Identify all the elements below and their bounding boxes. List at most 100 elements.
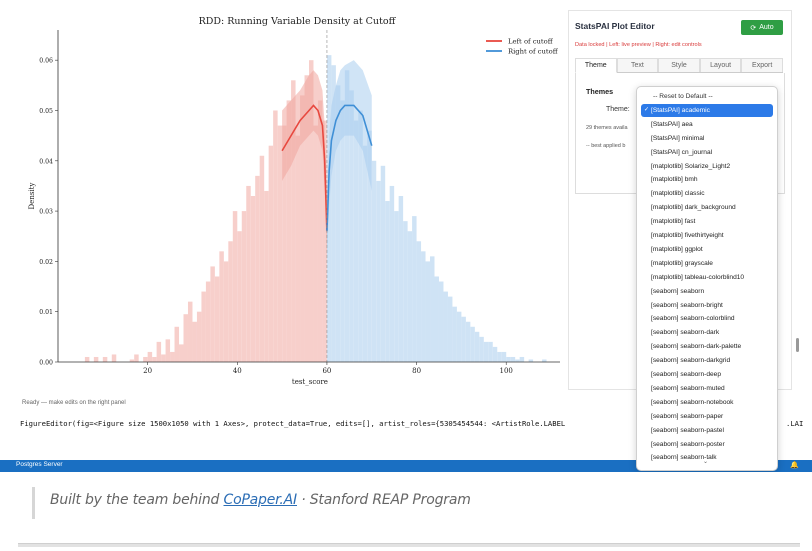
hist-bar-right [412,216,416,362]
theme-option-label: [seaborn] seaborn-poster [651,441,725,448]
theme-option-label: [seaborn] seaborn-talk [651,454,717,461]
theme-option[interactable]: [seaborn] seaborn-muted [641,382,773,395]
theme-option[interactable]: ✓ [StatsPAI] academic [641,104,773,117]
theme-option-label: [seaborn] seaborn-muted [651,385,725,392]
hist-bar-right [403,221,407,362]
hist-bar-left [161,354,165,362]
theme-option-label: [matplotlib] ggplot [651,246,703,253]
quote-bar [32,487,35,519]
x-axis-label: test_score [292,378,328,386]
y-tick-label: 0.05 [39,108,53,115]
hist-bar-right [452,307,456,362]
data-locked-notice: Data locked | Left: live preview | Right… [575,42,702,48]
tab-text[interactable]: Text [617,58,659,72]
hist-bar-right [520,357,524,362]
theme-option-label: [matplotlib] grayscale [651,260,713,267]
hist-bar-right [417,241,421,362]
hist-bar-left [85,357,89,362]
hist-bar-left [260,156,264,362]
theme-option[interactable]: [seaborn] seaborn-notebook [641,396,773,409]
hist-bar-left [94,357,98,362]
hist-bar-right [421,251,425,362]
copaper-link[interactable]: CoPaper.AI [224,492,298,508]
theme-option[interactable]: [StatsPAI] minimal [641,132,773,145]
theme-option-label: [seaborn] seaborn-bright [651,302,723,309]
tab-layout[interactable]: Layout [700,58,742,72]
theme-option[interactable]: [seaborn] seaborn-pastel [641,424,773,437]
hist-bar-left [179,344,183,362]
hist-bar-left [206,282,210,362]
check-icon: ✓ [644,104,649,117]
page-footer: Built by the team behind CoPaper.AI · St… [0,472,812,551]
theme-option-label: [matplotlib] fivethirtyeight [651,232,724,239]
hist-bar-right [394,211,398,362]
tab-style[interactable]: Style [658,58,700,72]
theme-option-label: [matplotlib] tableau-colorblind10 [651,274,744,281]
theme-option[interactable]: [seaborn] seaborn-paper [641,410,773,423]
theme-option[interactable]: [matplotlib] grayscale [641,257,773,270]
theme-option[interactable]: [seaborn] seaborn [641,285,773,298]
hist-bar-right [372,161,376,362]
hist-bar-right [497,352,501,362]
hist-bar-left [237,231,241,362]
hist-bar-right [470,327,474,362]
theme-option[interactable]: [matplotlib] fivethirtyeight [641,229,773,242]
theme-option-reset[interactable]: -- Reset to Default -- [641,90,773,103]
hist-bar-left [313,126,317,362]
theme-option[interactable]: [matplotlib] Solarize_Light2 [641,160,773,173]
rdd-density-chart: 20 40 60 80 1000.000.010.020.030.040.050.06R… [18,10,566,390]
hist-bar-left [152,357,156,362]
hist-bar-left [192,322,196,362]
hist-bar-right [381,166,385,362]
legend-entry: Left of cutoff [508,38,554,46]
bell-icon[interactable]: 🔔 [790,461,799,469]
theme-option[interactable]: [matplotlib] fast [641,215,773,228]
theme-option[interactable]: [matplotlib] dark_background [641,201,773,214]
x-tick-label: 80 [412,367,421,375]
theme-option[interactable]: [seaborn] seaborn-darkgrid [641,354,773,367]
tab-theme[interactable]: Theme [575,58,617,73]
theme-option[interactable]: [seaborn] seaborn-bright [641,299,773,312]
hist-bar-right [439,282,443,362]
footer-divider [18,543,800,547]
theme-option[interactable]: [seaborn] seaborn-dark-palette [641,340,773,353]
footer-credit: Built by the team behind CoPaper.AI · St… [50,492,471,508]
theme-option[interactable]: [StatsPAI] cn_journal [641,146,773,159]
chart-title: RDD: Running Variable Density at Cutoff [199,16,397,27]
theme-option[interactable]: [matplotlib] tableau-colorblind10 [641,271,773,284]
repr-output-tail: .LAI [786,419,803,428]
theme-option[interactable]: [matplotlib] ggplot [641,243,773,256]
theme-option-label: [StatsPAI] cn_journal [651,149,712,156]
plot-preview: 20 40 60 80 100 0.00 0.01 0.02 0.03 0.04 0.05 0.06 R… [18,10,566,390]
hist-bar-right [390,186,394,362]
hist-bar-left [246,186,250,362]
theme-option[interactable]: [matplotlib] bmh [641,173,773,186]
footer-prefix: Built by the team behind [50,492,224,508]
theme-option-label: [matplotlib] classic [651,190,705,197]
auto-button[interactable]: ⟳ Auto [741,20,783,35]
status-line: Ready — make edits on the right panel [22,400,126,406]
theme-option[interactable]: [matplotlib] classic [641,187,773,200]
theme-dropdown-list[interactable]: ⌄ -- Reset to Default -- ✓ [StatsPAI] acade… [636,86,778,471]
theme-option-label: [seaborn] seaborn-paper [651,413,723,420]
hist-bar-right [457,312,461,362]
theme-option-label: [seaborn] seaborn-deep [651,371,721,378]
hist-bar-right [502,352,506,362]
theme-option[interactable]: [seaborn] seaborn-poster [641,438,773,451]
theme-option[interactable]: [seaborn] seaborn-deep [641,368,773,381]
theme-option[interactable]: [seaborn] seaborn-colorblind [641,312,773,325]
hist-bar-left [215,276,219,362]
scrollbar-thumb[interactable] [796,338,799,352]
theme-option[interactable]: [seaborn] seaborn-talk [641,451,773,464]
tab-export[interactable]: Export [741,58,783,72]
theme-option[interactable]: [StatsPAI] aea [641,118,773,131]
status-bar-item[interactable]: Postgres Server [16,461,63,468]
hist-bar-left [157,342,161,362]
hist-bar-left [296,136,300,362]
theme-option[interactable]: [seaborn] seaborn-dark [641,326,773,339]
hist-bar-right [376,181,380,362]
hist-bar-left [184,314,188,362]
hist-bar-right [475,332,479,362]
theme-option-label: [seaborn] seaborn-pastel [651,427,724,434]
hist-bar-right [430,256,434,362]
